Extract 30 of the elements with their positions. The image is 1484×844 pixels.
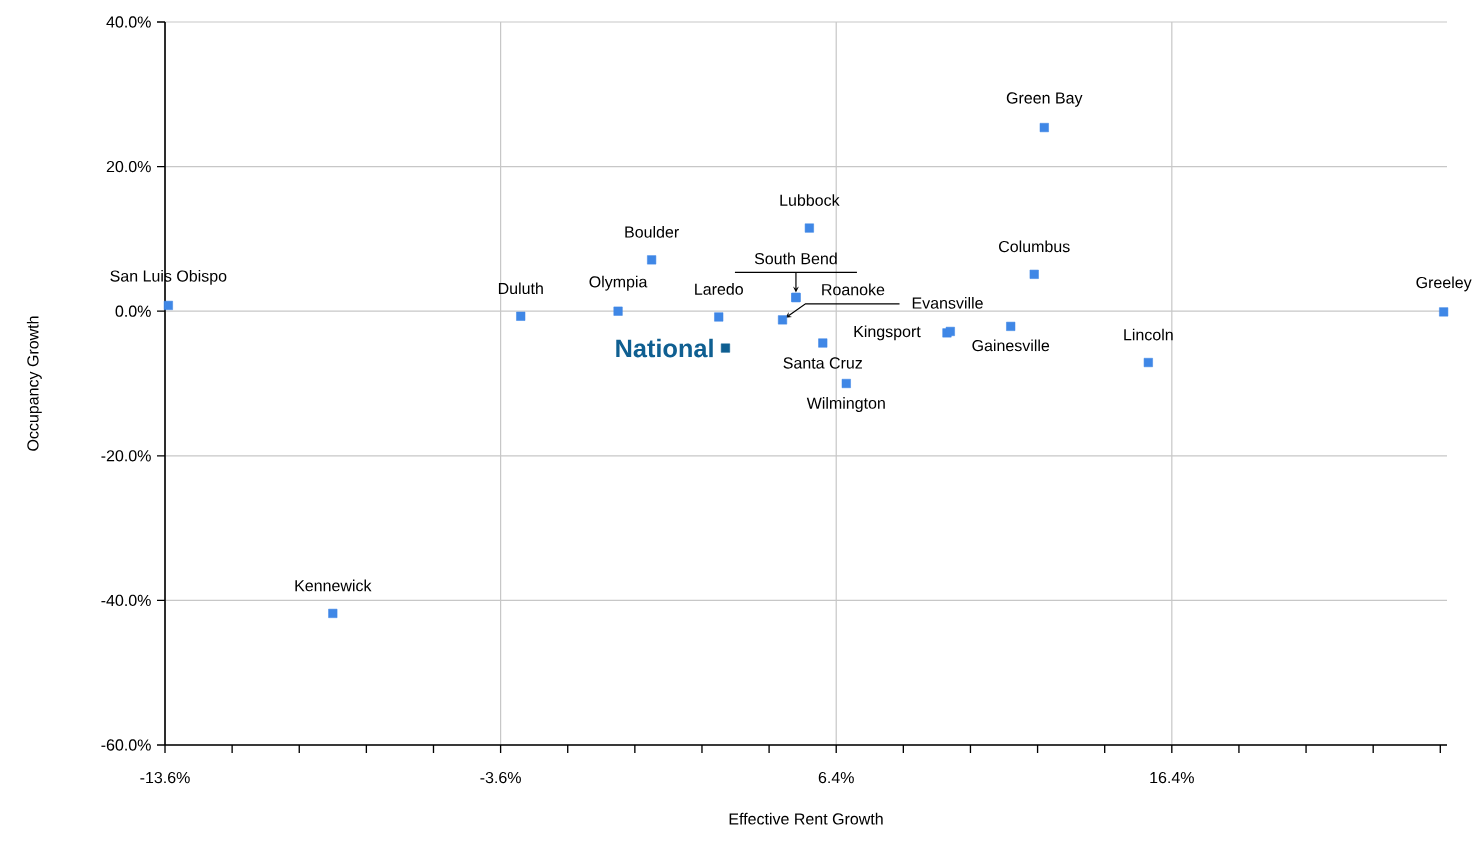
- annotation: Kennewick: [295, 579, 372, 592]
- x-axis-title: Effective Rent Growth: [729, 812, 883, 825]
- annotation: Green Bay: [1006, 92, 1083, 107]
- annotation: Olympia: [589, 275, 648, 291]
- y-tick-label: -60.0%: [101, 739, 151, 751]
- annotation: South Bend: [754, 252, 837, 265]
- annotation: Columbus: [999, 240, 1070, 253]
- annotation: Evansville: [912, 297, 983, 309]
- x-tick-label: -13.6%: [140, 771, 190, 784]
- y-tick-label: 40.0%: [106, 16, 151, 28]
- annotation: Kingsport: [854, 325, 921, 341]
- y-tick-label: 20.0%: [106, 160, 151, 173]
- annotation: Lubbock: [780, 194, 840, 206]
- annotation: Santa Cruz: [783, 357, 862, 369]
- x-tick-label: -3.6%: [480, 771, 521, 784]
- y-tick-label: -20.0%: [101, 450, 151, 462]
- annotation: Laredo: [695, 283, 743, 295]
- y-tick-label: -40.0%: [101, 594, 151, 607]
- x-tick-label: 16.4%: [1150, 771, 1194, 784]
- annotation: Lincoln: [1124, 328, 1173, 341]
- series-label: National: [616, 338, 713, 358]
- annotation: Gainesville: [972, 339, 1050, 352]
- annotation: Greeley: [1416, 276, 1472, 292]
- annotation: Wilmington: [806, 397, 885, 412]
- y-axis-title: Occupancy Growth: [26, 316, 42, 451]
- annotation: Roanoke: [822, 283, 885, 296]
- x-tick-label: 6.4%: [818, 771, 854, 784]
- annotation: Duluth: [498, 282, 543, 295]
- y-tick-label: 0.0%: [115, 305, 151, 317]
- annotation: Boulder: [625, 226, 679, 238]
